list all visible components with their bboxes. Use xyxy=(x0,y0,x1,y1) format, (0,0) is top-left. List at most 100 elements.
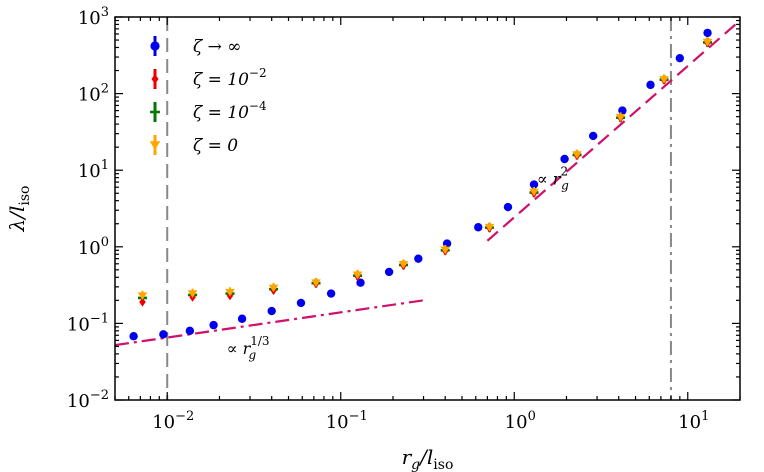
series-0 xyxy=(129,28,712,341)
annot-base: r xyxy=(243,339,252,358)
ticks-layer xyxy=(114,16,741,401)
data-point xyxy=(384,267,394,277)
legend-label: ζ = 0 xyxy=(193,136,238,156)
data-point xyxy=(414,254,423,263)
tick-label-text: 10−1 xyxy=(67,311,109,335)
data-point xyxy=(137,292,148,301)
data-point xyxy=(159,330,168,339)
tick-exponent: −1 xyxy=(90,311,109,326)
data-point xyxy=(529,180,539,189)
tick-base: 10 xyxy=(78,85,101,106)
tick-base: 10 xyxy=(505,412,528,433)
fit-square xyxy=(486,19,740,242)
tick-exponent: −2 xyxy=(175,409,194,424)
x-axis-label: rg/liso xyxy=(402,445,454,472)
tick-label-text: 100 xyxy=(505,409,536,433)
data-point xyxy=(296,298,306,308)
tick-base: 10 xyxy=(67,391,90,412)
data-point xyxy=(703,28,712,38)
axis-slash: /l xyxy=(418,445,433,469)
x-tick-label: 101 xyxy=(678,409,709,433)
tick-exponent: 0 xyxy=(528,409,536,424)
data-point xyxy=(702,38,713,47)
tick-base: 10 xyxy=(152,412,175,433)
data-point xyxy=(615,113,626,122)
plot-frame xyxy=(114,16,741,401)
x-tick-label: 100 xyxy=(505,409,536,433)
legend-marker xyxy=(151,73,159,85)
labels-layer: 10−2 10−1 100 10110−210−1100101102103rg/lis… xyxy=(5,5,709,472)
data-point xyxy=(267,306,276,316)
legend-label-exp: −2 xyxy=(249,66,267,80)
annot-sub: g xyxy=(249,348,257,362)
tick-exponent: −1 xyxy=(349,409,368,424)
y-tick-label: 10−1 xyxy=(67,311,109,335)
square-label: ∝ r2 g xyxy=(537,165,569,193)
tick-exponent: 1 xyxy=(101,158,109,173)
y-tick-label: 103 xyxy=(78,5,109,29)
data-point xyxy=(187,290,198,298)
y-tick-label: 10−2 xyxy=(67,388,109,412)
tick-base: 10 xyxy=(78,8,101,29)
axis-subscript: g xyxy=(411,457,420,472)
x-tick-label: 10−1 xyxy=(326,409,368,433)
tick-exponent: 2 xyxy=(101,82,109,97)
legend-marker xyxy=(150,107,160,117)
data-point xyxy=(356,278,365,287)
tick-label-text: 101 xyxy=(78,158,109,182)
tick-exponent: 1 xyxy=(701,409,709,424)
y-tick-label: 102 xyxy=(78,82,109,106)
annot-base: r xyxy=(553,170,562,189)
data-point xyxy=(440,246,451,255)
data-point xyxy=(474,223,483,232)
legend-marker xyxy=(150,41,160,51)
annot-prefix: ∝ xyxy=(227,339,243,358)
data-point xyxy=(139,297,146,307)
tick-label-text: 103 xyxy=(78,5,109,29)
data-point xyxy=(659,76,669,84)
tick-label-text: 10−1 xyxy=(326,409,368,433)
y-tick-label: 101 xyxy=(78,158,109,182)
tick-label-text: 101 xyxy=(678,409,709,433)
data-point xyxy=(503,202,513,212)
data-point xyxy=(185,326,195,336)
legend-label: ζ = 10−2 xyxy=(193,66,267,90)
data-point xyxy=(326,289,336,298)
tick-base: 10 xyxy=(678,412,701,433)
tick-base: 10 xyxy=(78,161,101,182)
legend-entry-3: ζ = 0 xyxy=(149,135,238,156)
axis-symbol: r xyxy=(402,445,413,469)
data-point xyxy=(646,80,655,90)
data-point xyxy=(675,53,685,63)
series-3 xyxy=(137,37,713,301)
tick-base: 10 xyxy=(326,412,349,433)
cuberoot-label: ∝ r1/3 g xyxy=(227,334,270,362)
data-point xyxy=(129,332,138,341)
data-point xyxy=(529,188,539,197)
legend-entry-0: ζ → ∞ xyxy=(150,36,241,57)
data-point xyxy=(398,260,409,269)
data-point xyxy=(237,314,247,323)
data-point xyxy=(588,131,598,141)
axis-subscript: iso xyxy=(17,186,33,206)
tick-label-text: 10−2 xyxy=(152,409,194,433)
y-axis-label: λ/liso xyxy=(5,186,33,233)
legend-label-main: ζ = 10 xyxy=(193,103,249,123)
series-layer xyxy=(129,28,713,341)
annot-sub: g xyxy=(561,179,569,193)
annot-sup: 2 xyxy=(560,165,568,179)
tick-label-text: 102 xyxy=(78,82,109,106)
axis-subscript: iso xyxy=(433,457,453,472)
data-point xyxy=(560,154,569,164)
data-point xyxy=(225,288,235,297)
legend-entry-1: ζ = 10−2 xyxy=(151,66,267,90)
legend-marker xyxy=(149,141,161,150)
legend-label-exp: −4 xyxy=(249,99,267,113)
data-point xyxy=(311,279,321,288)
axis-symbol: λ/l xyxy=(5,206,29,233)
reference-lines-layer xyxy=(115,17,740,400)
x-tick-label: 10−2 xyxy=(152,409,194,433)
data-point xyxy=(352,271,363,280)
legend: ζ → ∞ ζ = 10−2 ζ = 10−4 ζ = 0 xyxy=(149,36,267,156)
tick-exponent: 3 xyxy=(101,5,109,20)
